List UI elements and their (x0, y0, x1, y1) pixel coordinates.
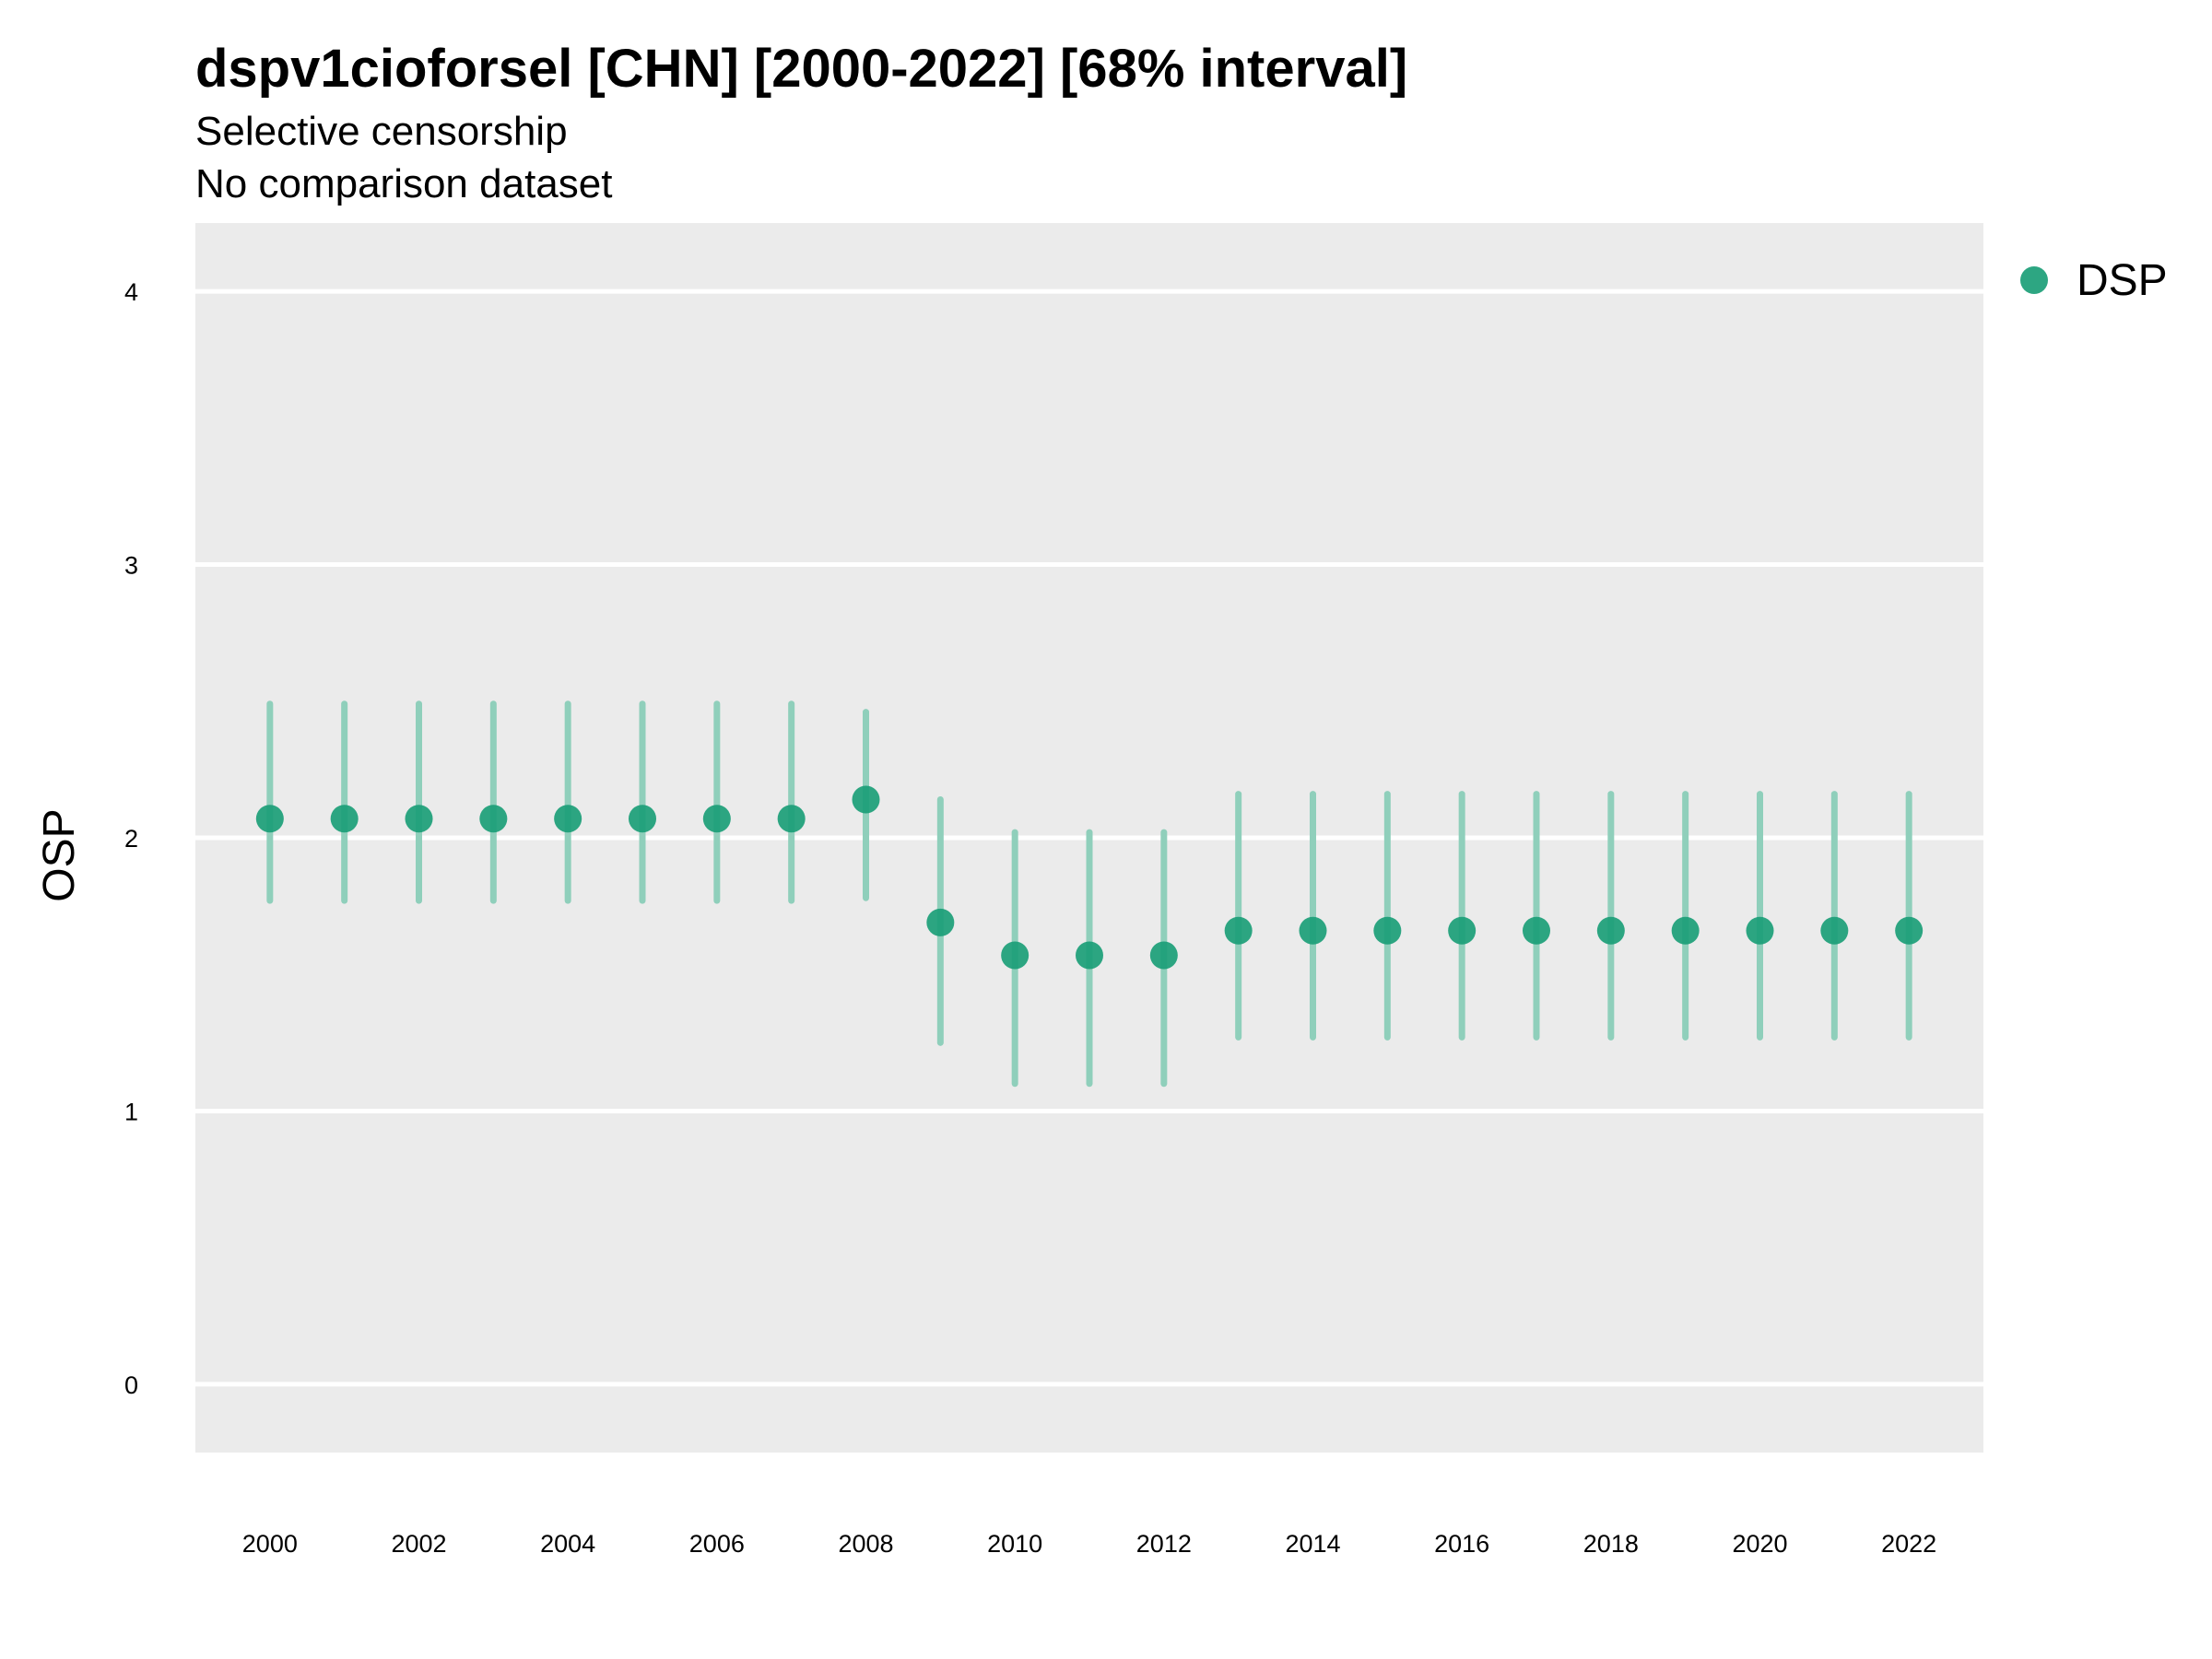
data-point-2018 (1596, 916, 1625, 945)
data-point-2013 (1224, 916, 1253, 945)
x-tick-label-2002: 2002 (391, 1530, 446, 1558)
data-point-2008 (852, 785, 880, 814)
data-point-2015 (1373, 916, 1402, 945)
data-point-2005 (629, 805, 656, 833)
data-points (255, 785, 1924, 970)
data-point-2020 (1746, 916, 1774, 945)
x-tick-label-2020: 2020 (1732, 1530, 1787, 1558)
data-point-2014 (1299, 916, 1327, 945)
data-point-2004 (554, 805, 582, 833)
chart-subtitle-1: Selective censorship (195, 109, 568, 154)
data-point-2001 (330, 805, 359, 833)
data-point-2002 (405, 805, 433, 833)
data-point-2019 (1671, 916, 1700, 945)
x-tick-label-2014: 2014 (1285, 1530, 1340, 1558)
y-tick-label-2: 2 (124, 825, 138, 853)
x-tick-label-2016: 2016 (1434, 1530, 1489, 1558)
x-tick-label-2010: 2010 (987, 1530, 1042, 1558)
x-tick-label-2006: 2006 (689, 1530, 745, 1558)
chart-subtitle-2: No comparison dataset (195, 161, 612, 206)
legend: DSP (2020, 256, 2168, 305)
data-point-2017 (1523, 916, 1550, 945)
x-tick-label-2008: 2008 (838, 1530, 893, 1558)
data-point-2009 (926, 908, 955, 936)
data-point-2021 (1820, 916, 1849, 945)
legend-marker-dsp (2020, 266, 2048, 294)
data-point-2016 (1448, 916, 1477, 945)
y-tick-label-1: 1 (124, 1098, 138, 1125)
data-point-2007 (777, 805, 806, 833)
y-tick-label-3: 3 (124, 552, 138, 580)
data-point-2012 (1149, 941, 1178, 970)
data-point-2000 (255, 805, 284, 833)
data-point-2003 (479, 805, 508, 833)
x-tick-label-2000: 2000 (242, 1530, 298, 1558)
x-axis-ticks: 2000 2002 2004 2006 2008 2010 2012 2014 2016 2018… (242, 1530, 1936, 1558)
data-point-2022 (1895, 916, 1924, 945)
x-tick-label-2004: 2004 (540, 1530, 595, 1558)
data-point-2010 (1001, 941, 1030, 970)
chart-title: dspv1cioforsel [CHN] [2000-2022] [68% in… (195, 39, 1407, 99)
y-axis-title: OSP (35, 808, 84, 901)
data-point-2006 (702, 805, 731, 833)
legend-label-dsp: DSP (2077, 256, 2168, 305)
y-tick-label-0: 0 (124, 1371, 138, 1399)
x-tick-label-2012: 2012 (1136, 1530, 1192, 1558)
x-tick-label-2018: 2018 (1583, 1530, 1639, 1558)
y-axis-ticks: 0 1 2 3 4 (124, 278, 138, 1399)
x-tick-label-2022: 2022 (1881, 1530, 1936, 1558)
y-tick-label-4: 4 (124, 278, 138, 306)
data-point-2011 (1076, 941, 1103, 970)
